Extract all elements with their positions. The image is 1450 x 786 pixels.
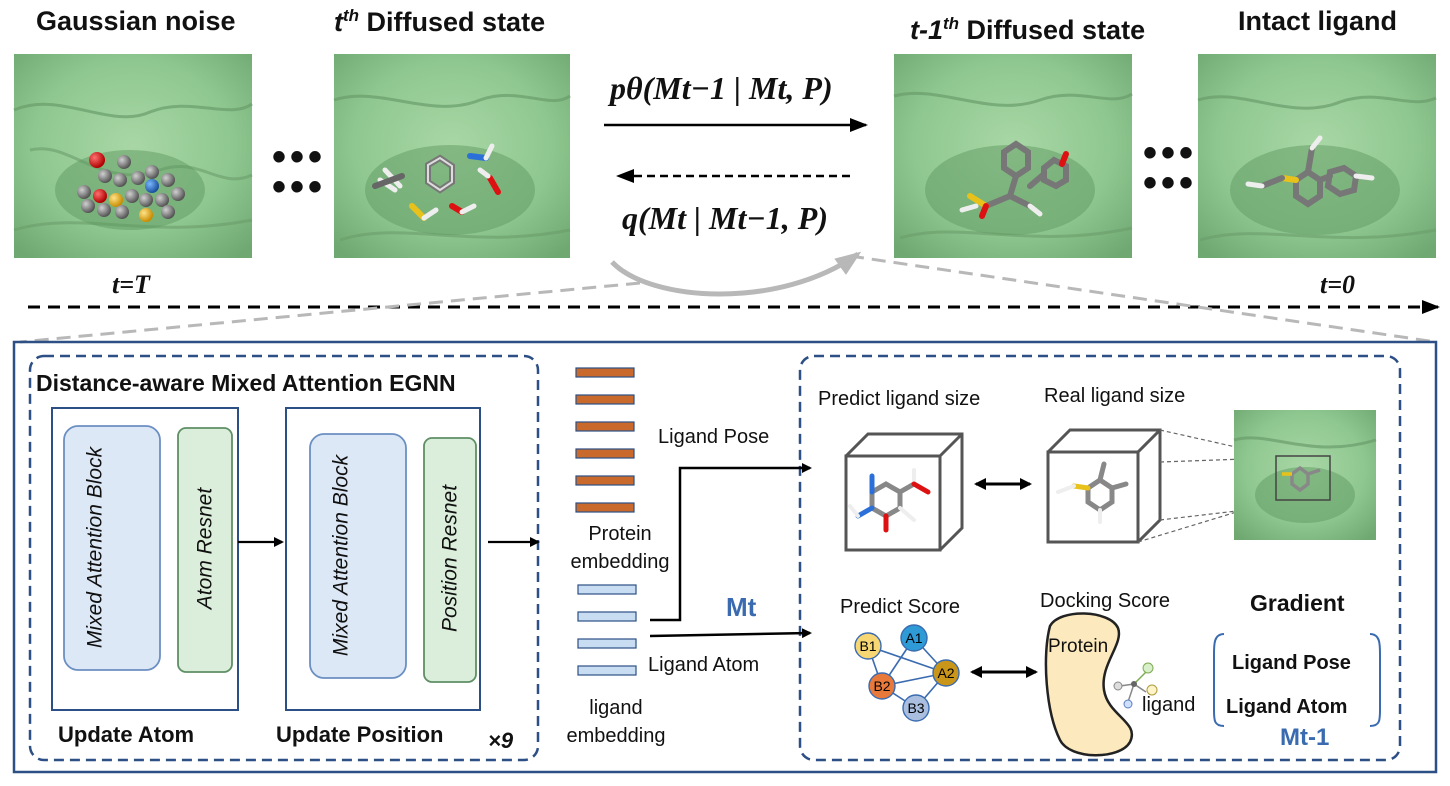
time-end-label: t=0 [1320,270,1356,299]
ligand-pose-route-label: Ligand Pose [658,426,770,448]
protein-embedding-bar [575,394,635,405]
state-title-t-rest: Diffused state [359,7,546,37]
protein-embedding-bar [575,367,635,378]
update-position-label: Update Position [276,722,444,747]
svg-text:B1: B1 [859,638,876,654]
ligand-atom-arrow [649,628,812,639]
small-ligand-icon [1113,662,1158,709]
ligand-label: ligand [1142,694,1196,716]
time-start-label: t=T [112,270,150,299]
surface-panel-intact [1197,54,1437,258]
update-atom-label: Update Atom [58,722,195,747]
protein-embedding-bars [575,367,635,513]
zoom-line-right [849,254,1437,344]
intact-ligand [1245,135,1375,208]
protein-blob [1044,612,1134,757]
predicted-ligand-molecule [848,468,931,533]
predict-size-cube [844,432,964,552]
ligand-atom-route-label: Ligand Atom [648,654,760,676]
noise-atoms [77,152,185,222]
update-atom-frame [51,407,239,711]
surface-panel-gaussian [13,54,253,258]
predict-size-label: Predict ligand size [818,388,981,410]
position-resnet-box [423,437,477,683]
score-graph-nodes: B1 A1 A2 B2 B3 [854,624,960,722]
forward-process-formula: q(Mt | Mt−1, P) [622,200,828,236]
gradient-ligand-atom: Ligand Atom [1226,696,1348,718]
score-graph-node-a2: A2 [932,659,960,687]
state-title-t-sup: th [343,6,360,25]
reverse-process-formula: pθ(Mt−1 | Mt, P) [610,70,833,106]
bottom-frame [12,340,1438,774]
ligand-embedding-bar [577,638,637,649]
egnn-box [28,354,540,762]
position-resnet-label: Position Resnet [438,484,462,633]
state-title-gaussian-noise: Gaussian noise [36,6,236,36]
ligand-embedding-bar [577,665,637,676]
protein-embedding-bar [575,421,635,432]
zoom-line-left [19,281,641,344]
ellipsis-right-bottom: ••• [1143,161,1198,205]
repeat-label: ×9 [488,728,514,753]
state-title-t1-base: t-1 [910,15,943,45]
ligand-embedding-label: ligand embedding [566,697,666,747]
predict-score-label: Predict Score [840,596,961,618]
gradient-title: Gradient [1250,590,1345,616]
atom-resnet-label: Atom Resnet [193,487,217,610]
protein-blob-label: Protein [1048,636,1109,657]
svg-text:B3: B3 [907,700,924,716]
state-title-intact-ligand: Intact ligand [1238,6,1398,36]
svg-text:A2: A2 [937,665,954,681]
mt-label: Mt [726,592,757,622]
real-size-label: Real ligand size [1044,385,1186,407]
ligand-pose-arrow [650,463,812,622]
diffused-fragments-t [372,143,501,221]
gradient-bracket-right [1369,633,1381,727]
real-size-cube [1046,428,1162,544]
gradient-ligand-pose: Ligand Pose [1232,652,1351,674]
score-graph-node-b2: B2 [868,672,896,700]
update-position-mab-label: Mixed Attention Block [329,454,353,657]
atom-resnet-box [177,427,233,673]
state-title-t-diffused: tth Diffused state [334,6,545,38]
state-title-t1-diffused: t-1th Diffused state [910,14,1145,46]
score-graph-node-b3: B3 [902,694,930,722]
surface-panel-t1 [893,54,1133,258]
protein-embedding-bar [575,502,635,513]
update-position-mab-box [309,433,407,679]
surface-panel-t [333,54,571,258]
ellipsis-left-bottom: ••• [272,165,327,209]
state-title-t1-sup: th [943,14,960,33]
ligand-embedding-bars [577,584,637,676]
docking-score-label: Docking Score [1040,590,1171,612]
protein-embedding-label: Protein embedding [570,523,670,573]
gradient-bracket-left [1213,633,1225,727]
state-title-t1-rest: Diffused state [959,15,1146,45]
update-atom-mab-label: Mixed Attention Block [83,446,107,649]
mt1-label: Mt-1 [1280,724,1330,751]
pocket-image [1233,410,1377,540]
real-ligand-molecule [1056,461,1129,524]
ligand-embedding-bar [577,584,637,595]
diffused-ligand-t1 [959,140,1069,219]
svg-text:A1: A1 [905,630,922,646]
score-graph-node-a1: A1 [900,624,928,652]
egnn-title: Distance-aware Mixed Attention EGNN [36,370,456,396]
state-title-t-base: t [334,7,343,37]
model-loop-arrow [610,251,862,297]
protein-embedding-bar [575,475,635,486]
update-atom-mab-box [63,425,161,671]
protein-embedding-bar [575,448,635,459]
update-position-frame [285,407,481,711]
score-graph-node-b1: B1 [854,632,882,660]
ligand-embedding-bar [577,611,637,622]
svg-text:B2: B2 [873,678,890,694]
